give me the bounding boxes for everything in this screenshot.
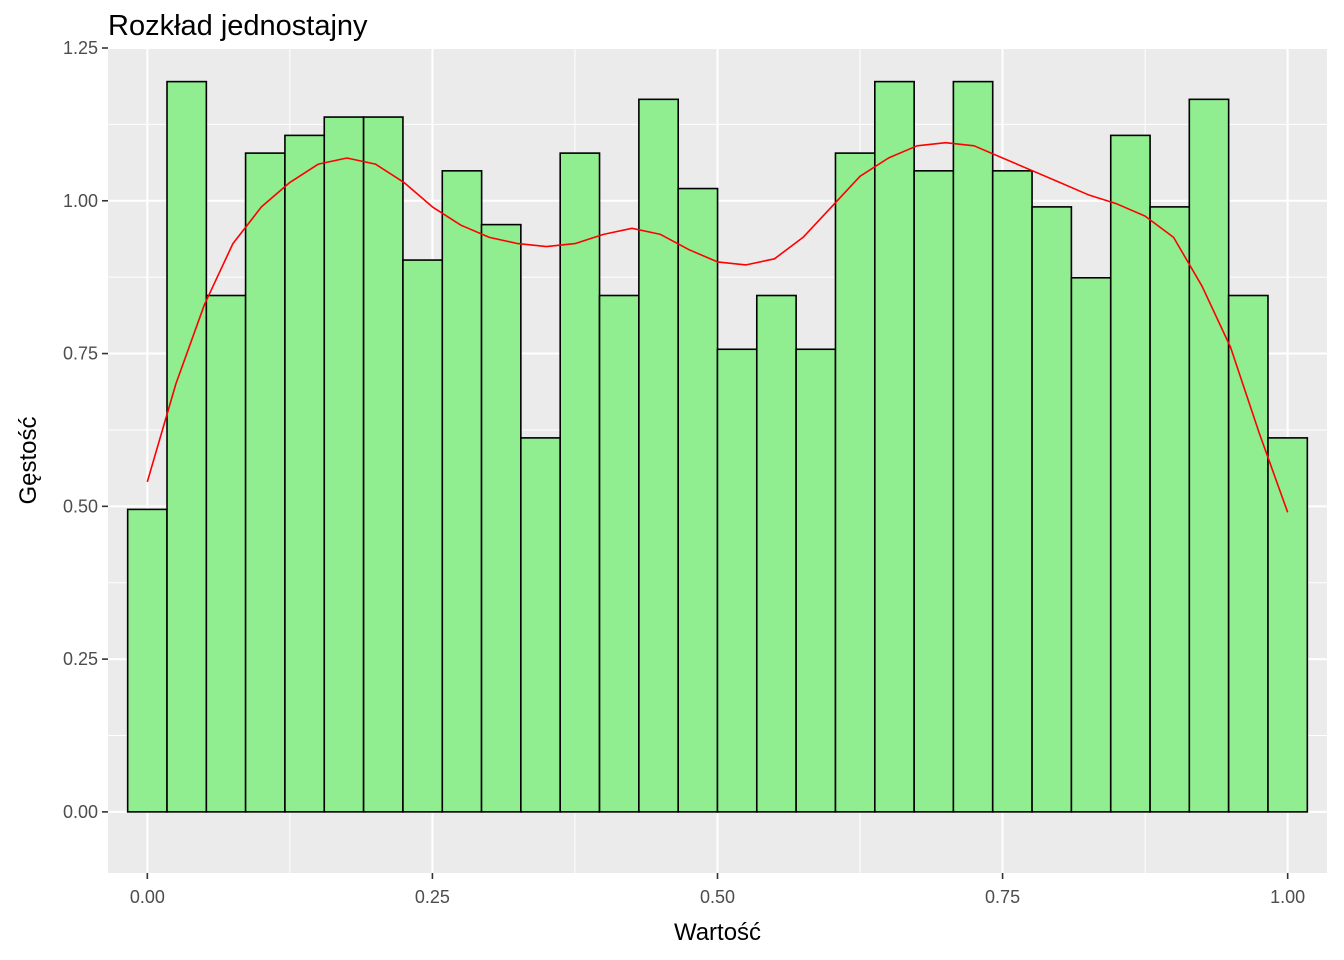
histogram-bar (1149, 206, 1191, 813)
histogram-bar (755, 294, 797, 813)
density-curve-layer (146, 141, 1289, 513)
y-tick-label: 0.75 (63, 344, 98, 364)
histogram-bar (716, 348, 758, 813)
y-tick-label: 0.50 (63, 496, 98, 516)
histogram-bar (1031, 206, 1073, 813)
x-tick-label: 1.00 (1270, 887, 1305, 907)
histogram-bar (1070, 276, 1112, 813)
y-tick-label: 0.25 (63, 649, 98, 669)
histogram-bar (1267, 437, 1309, 813)
y-axis-title: Gęstość (15, 416, 42, 504)
histogram-bar (244, 152, 286, 813)
histogram-bar (559, 152, 601, 813)
x-tick-label: 0.75 (985, 887, 1020, 907)
histogram-bar (795, 348, 837, 813)
histogram-bar (598, 294, 640, 813)
histogram-bar (1109, 134, 1151, 813)
histogram-bar (441, 170, 483, 813)
histogram-bar (991, 170, 1033, 813)
histogram-bar (834, 152, 876, 813)
histogram-bar (1188, 98, 1230, 813)
y-tick-label: 1.25 (63, 38, 98, 58)
axes: 0.00 0.25 0.50 0.75 1.00 0.00 0.25 0.50 0.75 1.00… (63, 38, 1305, 907)
histogram-bar (1227, 294, 1269, 813)
histogram-bar (952, 80, 994, 813)
histogram-bar (166, 80, 208, 813)
histogram-bar (284, 134, 326, 813)
histogram-bar (323, 116, 365, 813)
histogram-bar (677, 187, 719, 813)
chart-title: Rozkład jednostajny (108, 10, 368, 42)
density-curve (146, 141, 1289, 513)
histogram-bar (913, 170, 955, 813)
histogram-bar (362, 116, 404, 813)
x-tick-label: 0.25 (415, 887, 450, 907)
x-axis-title: Wartość (674, 919, 761, 946)
x-tick-label: 0.50 (700, 887, 735, 907)
y-tick-label: 1.00 (63, 191, 98, 211)
histogram-bars (126, 80, 1309, 813)
histogram-bar (126, 508, 168, 813)
histogram-bar (520, 437, 561, 813)
histogram-bar (638, 98, 680, 813)
histogram-bar (402, 259, 444, 813)
histogram-bar (480, 223, 522, 813)
histogram-bar (205, 294, 247, 813)
y-tick-label: 0.00 (63, 802, 98, 822)
histogram-bar (874, 80, 915, 813)
x-tick-label: 0.00 (130, 887, 165, 907)
